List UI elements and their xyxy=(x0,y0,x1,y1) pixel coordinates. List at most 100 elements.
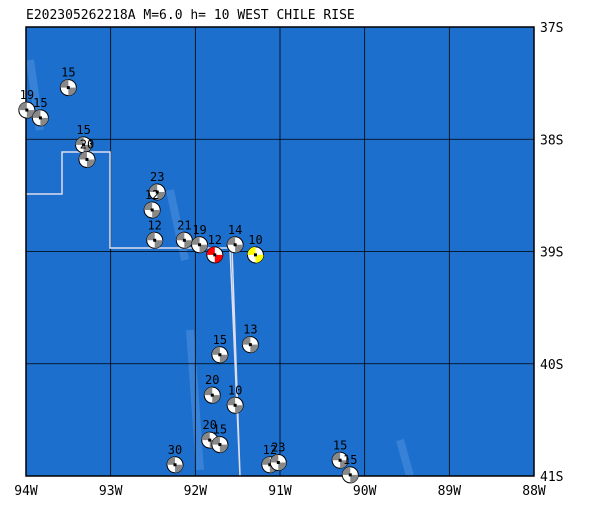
lat-tick-label: 39S xyxy=(540,246,563,261)
beachball-center xyxy=(155,190,159,194)
depth-label: 19 xyxy=(192,223,206,237)
beachball-center xyxy=(338,458,342,462)
depth-label: 30 xyxy=(168,443,182,457)
focal-mechanism xyxy=(206,246,224,264)
focal-mechanism xyxy=(148,183,166,201)
depth-label: 12 xyxy=(145,188,159,202)
depth-label: 12 xyxy=(147,218,161,232)
beachball-quadrant xyxy=(176,232,193,249)
depth-label: 15 xyxy=(76,123,90,137)
beachball-center xyxy=(198,243,202,247)
beachball-quadrant xyxy=(167,456,184,473)
beachball-center xyxy=(85,157,89,161)
focal-mechanism xyxy=(78,150,96,168)
lon-tick-label: 90W xyxy=(353,484,377,499)
depth-label: 14 xyxy=(228,223,242,237)
beachball-quadrant xyxy=(146,232,163,249)
beachball-center xyxy=(276,461,280,465)
beachball-quadrant xyxy=(144,201,161,218)
beachball-center xyxy=(153,238,157,242)
focal-mechanism xyxy=(143,201,161,219)
beachball-center xyxy=(210,393,214,397)
focal-mechanism xyxy=(191,236,209,254)
beachball-center xyxy=(248,343,252,347)
lon-tick-label: 92W xyxy=(184,484,208,499)
beachball-quadrant xyxy=(149,184,166,201)
beachball-center xyxy=(208,438,212,442)
beachball-center xyxy=(218,443,222,447)
beachball-center xyxy=(268,463,272,467)
beachball-center xyxy=(218,353,222,357)
beachball-center xyxy=(348,473,352,477)
depth-label: 19 xyxy=(20,88,34,102)
focal-mechanism xyxy=(211,346,229,364)
focal-mechanism xyxy=(226,396,244,414)
lat-tick-label: 41S xyxy=(540,470,563,485)
depth-label: 23 xyxy=(271,441,285,455)
beachball-center xyxy=(233,403,237,407)
beachball-center xyxy=(25,108,29,112)
focal-mechanism xyxy=(75,136,93,154)
bathymetry xyxy=(26,59,414,478)
focal-mechanism xyxy=(246,246,264,264)
depth-label: 20 xyxy=(205,373,219,387)
beachball-quadrant xyxy=(270,454,287,471)
focal-mechanism xyxy=(175,231,193,249)
lon-tick-label: 88W xyxy=(522,484,546,499)
depth-label: 23 xyxy=(150,170,164,184)
beachball-center xyxy=(66,86,70,90)
depth-label: 10 xyxy=(248,233,262,247)
focal-mechanism xyxy=(331,451,349,469)
depth-label: 15 xyxy=(61,66,75,80)
lat-tick-label: 37S xyxy=(540,21,563,36)
depth-label: 12 xyxy=(263,443,277,457)
beachball-quadrant xyxy=(206,246,223,263)
beachball-quadrant xyxy=(342,466,359,483)
beachball-center xyxy=(150,208,154,212)
beachball-center xyxy=(82,143,86,147)
focal-mechanism xyxy=(226,236,244,254)
depth-label: 20 xyxy=(80,137,94,151)
beachball-quadrant xyxy=(242,336,259,353)
focal-mechanism xyxy=(211,436,229,454)
beachball-quadrant xyxy=(227,236,244,253)
depth-label: 21 xyxy=(177,218,191,232)
map-frame xyxy=(25,26,535,477)
focal-mechanism xyxy=(203,386,221,404)
beachball-center xyxy=(38,116,42,120)
focal-mechanism xyxy=(59,79,77,97)
beachball-center xyxy=(253,253,257,257)
depth-label: 15 xyxy=(333,438,347,452)
lat-tick-label: 38S xyxy=(540,133,563,148)
lon-tick-label: 89W xyxy=(438,484,462,499)
depth-label: 20 xyxy=(203,418,217,432)
lat-tick-label: 40S xyxy=(540,358,563,373)
beachball-center xyxy=(233,243,237,247)
beachball-quadrant xyxy=(32,109,49,126)
beachball-quadrant xyxy=(75,136,92,153)
beachball-quadrant xyxy=(60,79,77,96)
lon-tick-label: 91W xyxy=(268,484,292,499)
focal-mechanism xyxy=(31,109,49,127)
depth-label: 12 xyxy=(208,233,222,247)
beachball-quadrant xyxy=(211,436,228,453)
depth-label: 15 xyxy=(213,423,227,437)
map-title: E202305262218A M=6.0 h= 10 WEST CHILE RI… xyxy=(26,8,355,23)
focal-mechanism xyxy=(166,456,184,474)
depth-label: 13 xyxy=(243,323,257,337)
depth-label: 10 xyxy=(228,383,242,397)
beachball-center xyxy=(213,253,217,257)
depth-label: 15 xyxy=(343,453,357,467)
beachball-quadrant xyxy=(332,452,349,469)
focal-mechanism xyxy=(146,231,164,249)
beachball-center xyxy=(182,238,186,242)
depth-label: 15 xyxy=(33,96,47,110)
beachball-quadrant xyxy=(191,236,208,253)
depth-label: 15 xyxy=(213,333,227,347)
beachball-center xyxy=(173,463,177,467)
beachball-quadrant xyxy=(78,151,95,168)
beachball-quadrant xyxy=(204,387,221,404)
focal-mechanism xyxy=(341,466,359,484)
